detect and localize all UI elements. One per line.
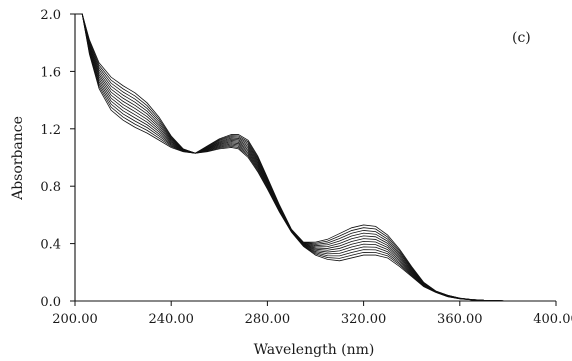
y-tick-label: 1.2 bbox=[40, 123, 61, 138]
spectrum-line bbox=[75, 13, 556, 302]
x-tick-label: 200.00 bbox=[52, 312, 98, 327]
spectrum-line bbox=[75, 13, 556, 302]
spectrum-line bbox=[75, 13, 556, 302]
spectrum-line bbox=[75, 13, 556, 302]
panel-label: (c) bbox=[512, 30, 531, 46]
x-ticks: 200.00 240.00 280.00 320.00 360.00 400.00 bbox=[52, 301, 572, 327]
x-tick-label: 240.00 bbox=[148, 312, 194, 327]
y-tick-label: 2.0 bbox=[40, 8, 61, 23]
spectrum-line bbox=[75, 13, 556, 302]
spectra-curves bbox=[75, 13, 556, 302]
y-tick-label: 0.8 bbox=[40, 180, 61, 195]
spectrum-line bbox=[75, 13, 556, 302]
y-tick-label: 1.6 bbox=[40, 65, 61, 80]
x-tick-label: 280.00 bbox=[245, 312, 291, 327]
spectrum-line bbox=[75, 13, 556, 302]
spectrum-line bbox=[75, 13, 556, 302]
y-ticks: 0.0 0.4 0.8 1.2 1.6 2.0 bbox=[40, 8, 75, 310]
x-tick-label: 400.00 bbox=[533, 312, 572, 327]
y-tick-label: 0.4 bbox=[40, 238, 61, 253]
spectrum-line bbox=[75, 13, 556, 302]
axes bbox=[74, 14, 556, 302]
spectrum-line bbox=[75, 13, 556, 302]
x-tick-label: 320.00 bbox=[341, 312, 387, 327]
x-axis-title: Wavelength (nm) bbox=[254, 342, 375, 358]
y-tick-label: 0.0 bbox=[40, 295, 61, 310]
spectrum-line bbox=[75, 13, 556, 302]
y-axis-title: Absorbance bbox=[10, 116, 26, 201]
x-tick-label: 360.00 bbox=[437, 312, 483, 327]
spectrum-line bbox=[75, 13, 556, 302]
